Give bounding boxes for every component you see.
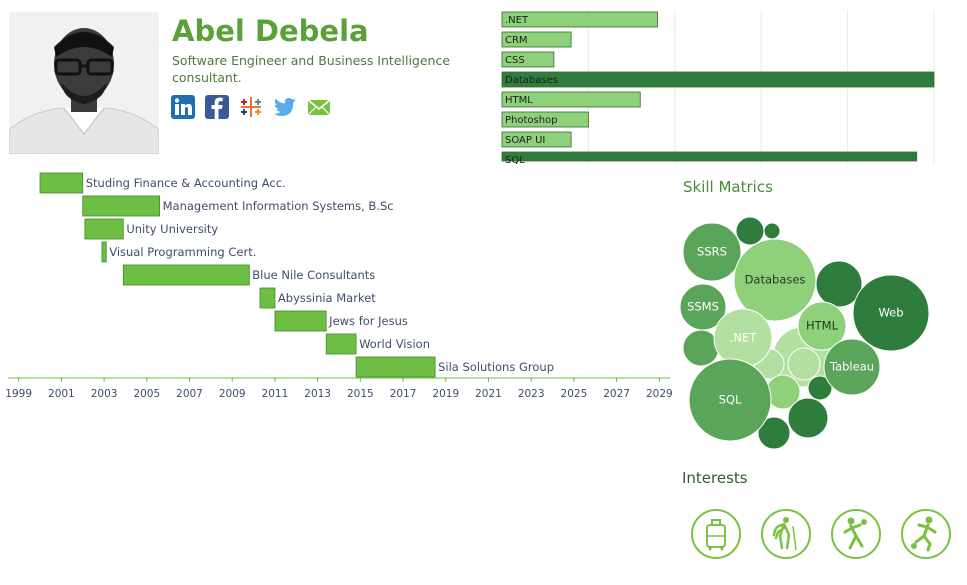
timeline-tick-label: 2003: [91, 388, 118, 400]
tableau-icon[interactable]: [238, 94, 264, 120]
skill-bar-label: Photoshop: [505, 115, 558, 126]
skill-bubble-label: SQL: [719, 393, 742, 407]
profile-name: Abel Debela: [172, 14, 369, 48]
timeline-bar[interactable]: [355, 356, 436, 378]
timeline-bar[interactable]: [39, 172, 84, 194]
skill-bubble[interactable]: [679, 283, 727, 331]
timeline-label: Jews for Jesus: [328, 314, 408, 328]
timeline-label: Unity University: [126, 222, 218, 236]
skill-bubble[interactable]: [807, 375, 833, 401]
skill-bar[interactable]: [501, 31, 572, 48]
basketball-icon[interactable]: [830, 508, 882, 560]
career-timeline-chart: Studing Finance & Accounting Acc. Managem…: [5, 172, 672, 400]
timeline-bar[interactable]: [101, 241, 107, 263]
skill-bubble[interactable]: [688, 358, 772, 442]
timeline-tick-label: 2021: [475, 388, 502, 400]
skill-bubble[interactable]: [797, 301, 847, 351]
skill-bubble-chart: SSRS Databases SSMS .NET HTML Web Tableau SQL: [679, 216, 930, 450]
skill-bar[interactable]: [501, 111, 589, 128]
interests-title: Interests: [682, 469, 748, 487]
timeline-bar[interactable]: [274, 310, 327, 332]
skill-bubble-label: Tableau: [829, 360, 874, 374]
skills-bars: .NET CRM CSS Databases HTML Photoshop SOAP UI S…: [501, 11, 935, 164]
timeline-tick-label: 2011: [262, 388, 289, 400]
skill-bar[interactable]: [501, 151, 918, 162]
skill-bar[interactable]: [501, 71, 935, 88]
timeline-tick-label: 2009: [219, 388, 246, 400]
skills-bar-chart: .NET CRM CSS Databases HTML Photoshop SOAP UI S…: [501, 10, 935, 164]
hiking-icon[interactable]: [760, 508, 812, 560]
timeline-label: World Vision: [359, 337, 430, 351]
skill-bar-label: .NET: [505, 15, 529, 26]
skill-bar[interactable]: [501, 11, 658, 28]
skill-bubble[interactable]: [757, 416, 791, 450]
timeline-tick-label: 2007: [176, 388, 203, 400]
skill-bubble-label: HTML: [806, 319, 839, 333]
timeline-tick-label: 2029: [646, 388, 672, 400]
skill-bubble[interactable]: [735, 216, 765, 246]
skill-bubble[interactable]: [787, 347, 821, 381]
timeline-tick-label: 2023: [518, 388, 545, 400]
email-icon[interactable]: [306, 94, 332, 120]
timeline-label: Blue Nile Consultants: [252, 268, 375, 282]
timeline-tick-label: 2019: [432, 388, 459, 400]
skill-bubble[interactable]: [763, 222, 781, 240]
timeline-tick-label: 2005: [133, 388, 160, 400]
timeline-tick-label: 2015: [347, 388, 374, 400]
timeline-tick-label: 2001: [48, 388, 75, 400]
timeline-label: Management Information Systems, B.Sc: [163, 199, 394, 213]
linkedin-icon[interactable]: [170, 94, 196, 120]
skill-bubble[interactable]: [682, 329, 720, 367]
timeline-label: Abyssinia Market: [278, 291, 376, 305]
timeline-bar[interactable]: [259, 287, 276, 309]
social-links: [170, 94, 332, 120]
timeline-ticks: 1999 2001 2003 2005 2007 2009 2011 2013 2015 2017…: [5, 378, 672, 400]
timeline-tick-label: 2027: [603, 388, 630, 400]
timeline-tick-label: 2013: [304, 388, 331, 400]
skill-bar[interactable]: [501, 91, 641, 108]
skill-matrics-title: Skill Matrics: [683, 178, 773, 196]
travel-icon[interactable]: [690, 508, 742, 560]
skill-bar-label: HTML: [505, 95, 533, 106]
timeline-label: Sila Solutions Group: [438, 360, 554, 374]
skill-bubble-label: SSMS: [687, 300, 719, 314]
timeline-bar[interactable]: [325, 333, 357, 355]
timeline-tick-label: 2025: [561, 388, 588, 400]
skill-bubble[interactable]: [733, 238, 817, 322]
skill-bar-label: SQL: [505, 155, 525, 164]
skill-bubble-label: SSRS: [697, 245, 727, 259]
skill-bar[interactable]: [501, 51, 555, 68]
skill-bubble[interactable]: [852, 274, 930, 352]
timeline-label: Visual Programming Cert.: [109, 245, 256, 259]
timeline-tick-label: 2017: [390, 388, 417, 400]
skill-bubble-label: Web: [878, 306, 903, 320]
skill-bubble[interactable]: [823, 338, 881, 396]
skill-bubble-label: .NET: [730, 331, 758, 345]
timeline-bar[interactable]: [122, 264, 250, 286]
skill-bar-label: CSS: [505, 55, 525, 66]
twitter-icon[interactable]: [272, 94, 298, 120]
profile-photo: [9, 12, 159, 154]
skill-bar-label: CRM: [505, 35, 528, 46]
soccer-icon[interactable]: [900, 508, 952, 560]
skill-bubble-label: Databases: [745, 273, 806, 287]
skill-bar[interactable]: [501, 131, 572, 148]
timeline-tick-label: 1999: [5, 388, 32, 400]
skill-bar-label: SOAP UI: [505, 135, 545, 146]
skill-bubble[interactable]: [787, 397, 829, 439]
timeline-label: Studing Finance & Accounting Acc.: [86, 176, 286, 190]
facebook-icon[interactable]: [204, 94, 230, 120]
timeline-bars: Studing Finance & Accounting Acc. Managem…: [39, 172, 554, 378]
timeline-bar[interactable]: [82, 195, 161, 217]
skill-bar-label: Databases: [505, 75, 558, 86]
timeline-bar[interactable]: [84, 218, 124, 240]
profile-subtitle: Software Engineer and Business Intellige…: [172, 53, 451, 85]
skill-bubble[interactable]: [682, 222, 742, 282]
